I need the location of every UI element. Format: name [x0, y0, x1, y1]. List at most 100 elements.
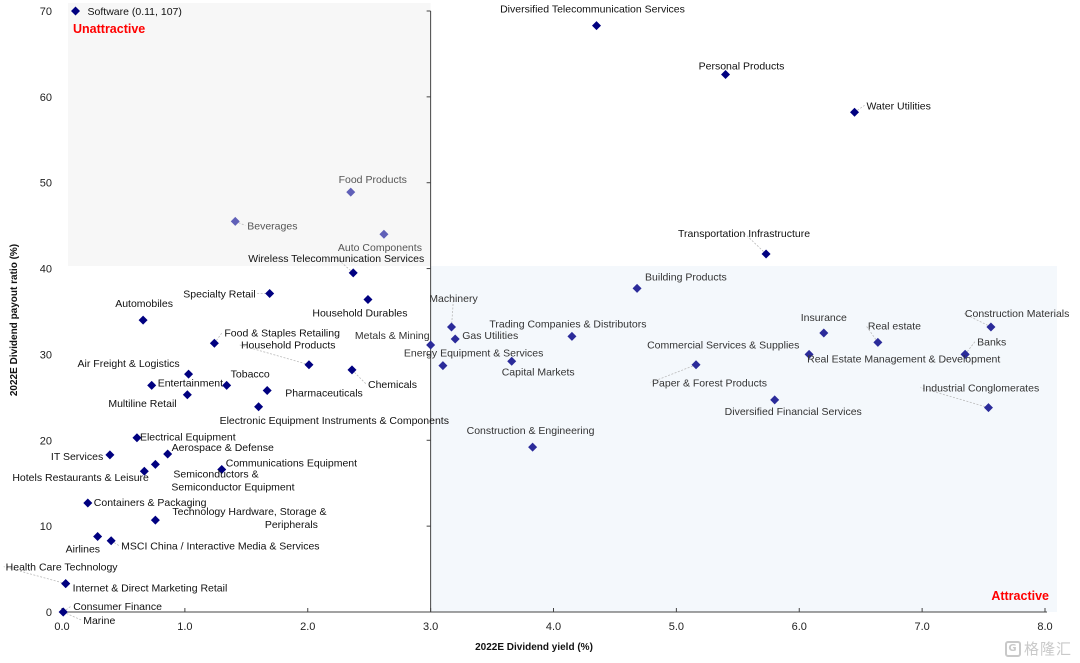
y-tick-label: 40: [40, 264, 52, 276]
data-point-label: Machinery: [429, 293, 478, 305]
data-point-label: MSCI China / Interactive Media & Service…: [121, 541, 319, 553]
y-tick-label: 30: [40, 349, 52, 361]
data-point: [184, 369, 194, 379]
label-leader-line: [743, 232, 767, 255]
data-point-label: Technology Hardware, Storage & Peripheral…: [172, 506, 326, 531]
x-tick-label: 7.0: [914, 621, 929, 633]
data-point-label: Communications Equipment: [226, 457, 357, 469]
data-point-label: Specialty Retail: [183, 288, 255, 300]
data-point: [230, 216, 240, 226]
data-point-label: Software (0.11, 107): [88, 6, 182, 18]
data-point: [986, 322, 996, 332]
data-point-label: Paper & Forest Products: [652, 378, 767, 390]
data-point-label: IT Services: [51, 451, 103, 463]
data-point-label: Energy Equipment & Services: [404, 348, 543, 360]
y-tick-label: 10: [40, 521, 52, 533]
data-point-label: Construction & Engineering: [467, 425, 595, 437]
zone-label-unattractive: Unattractive: [73, 22, 145, 36]
data-point: [567, 331, 577, 341]
data-point: [850, 107, 860, 117]
data-point-label: Construction Materials: [965, 308, 1069, 320]
data-point-label: Entertainment: [158, 377, 223, 389]
data-point: [150, 515, 160, 525]
watermark-text: 格隆汇: [1023, 640, 1072, 658]
zone-label-attractive: Attractive: [991, 589, 1049, 603]
data-point: [58, 607, 68, 617]
data-point: [138, 315, 148, 325]
data-point: [447, 322, 457, 332]
data-point-label: Building Products: [645, 271, 727, 283]
data-point-label: Air Freight & Logistics: [78, 358, 180, 370]
data-point: [507, 356, 517, 366]
data-point-label: Industrial Conglomerates: [922, 383, 1039, 395]
label-leader-line: [451, 297, 454, 327]
data-point: [132, 433, 142, 443]
data-point: [379, 229, 389, 239]
data-point-label: Electronic Equipment Instruments & Compo…: [220, 415, 449, 427]
y-tick-label: 20: [40, 435, 52, 447]
data-point-label: Commercial Services & Supplies: [647, 339, 799, 351]
data-point: [106, 536, 116, 546]
data-point: [61, 579, 71, 589]
data-point-label: Household Durables: [312, 307, 407, 319]
data-point-label: Chemicals: [368, 379, 417, 391]
watermark-logo-icon: G: [1004, 640, 1021, 657]
x-tick-label: 3.0: [423, 621, 438, 633]
data-point-label: Personal Products: [699, 61, 785, 73]
data-point: [438, 361, 448, 371]
data-point-label: Electrical Equipment: [140, 432, 236, 444]
y-tick-label: 60: [40, 92, 52, 104]
data-point: [873, 337, 883, 347]
data-point-label: Semiconductors & Semiconductor Equipment: [171, 468, 294, 493]
data-point: [761, 249, 771, 259]
data-point: [71, 6, 81, 16]
data-point-label: Aerospace & Defense: [172, 442, 274, 454]
data-point: [93, 531, 103, 541]
label-leader-line: [238, 344, 310, 366]
data-point: [819, 328, 829, 338]
data-point-label: Containers & Packaging: [94, 497, 207, 509]
data-point-label: Wireless Telecommunication Services: [248, 253, 424, 265]
data-point-label: Trading Companies & Distributors: [489, 318, 646, 330]
x-tick-label: 5.0: [669, 621, 684, 633]
data-point-label: Multiline Retail: [108, 398, 176, 410]
data-point: [960, 349, 970, 359]
data-point-label: Transportation Infrastructure: [678, 228, 810, 240]
data-point: [426, 340, 436, 350]
watermark: G 格隆汇: [1004, 638, 1072, 659]
data-point: [770, 395, 780, 405]
zone-unattractive-region: [68, 3, 431, 266]
data-point: [528, 442, 538, 452]
data-point: [983, 403, 993, 413]
data-point-label: Food & Staples Retailing: [224, 327, 340, 339]
data-point-label: Automobiles: [115, 298, 173, 310]
x-tick-label: 0.0: [54, 621, 69, 633]
data-point: [262, 385, 272, 395]
x-tick-label: 1.0: [177, 621, 192, 633]
x-tick-label: 6.0: [792, 621, 807, 633]
data-point-label: Real Estate Management & Development: [807, 353, 1000, 365]
data-point: [209, 338, 219, 348]
data-point: [217, 464, 227, 474]
y-tick-label: 50: [40, 178, 52, 190]
data-point-label: Auto Components: [338, 242, 422, 254]
zone-attractive-region: [430, 265, 1057, 612]
data-point: [222, 380, 232, 390]
data-point: [348, 268, 358, 278]
data-point-label: Marine: [83, 615, 115, 627]
x-axis-title: 2022E Dividend yield (%): [475, 642, 593, 653]
data-point-label: Internet & Direct Marketing Retail: [73, 583, 228, 595]
data-point-label: Consumer Finance: [73, 601, 162, 613]
data-point-label: Diversified Financial Services: [725, 406, 862, 418]
x-tick-label: 4.0: [546, 621, 561, 633]
data-point: [363, 294, 373, 304]
label-leader-line: [3, 566, 66, 585]
data-point-label: Food Products: [339, 174, 407, 186]
data-point-label: Real estate: [868, 320, 921, 332]
data-point-label: Pharmaceuticals: [285, 387, 363, 399]
label-leader-line: [335, 257, 354, 274]
data-point-label: Tobacco: [231, 368, 270, 380]
data-point-label: Health Care Technology: [6, 562, 119, 574]
label-leader-line: [964, 341, 976, 355]
